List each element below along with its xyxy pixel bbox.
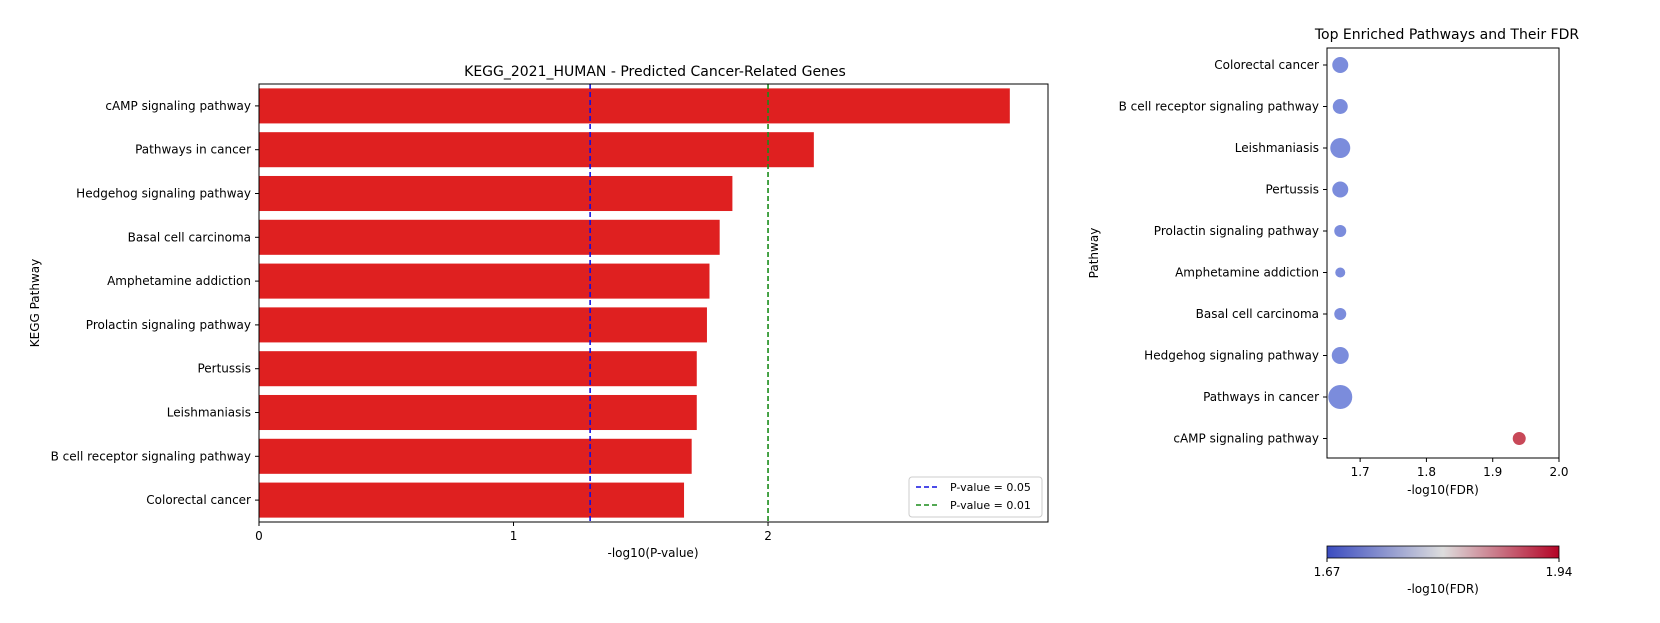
bubble-y-axis-label: Pathway [1087, 228, 1101, 279]
bar-x-axis-label: -log10(P-value) [607, 546, 698, 560]
y-tick-label: Pertussis [1265, 183, 1319, 197]
y-tick-label: Hedgehog signaling pathway [1144, 349, 1319, 363]
bar [259, 132, 814, 168]
y-tick-label: Prolactin signaling pathway [86, 318, 251, 332]
y-tick-label: Amphetamine addiction [1175, 266, 1319, 280]
y-tick-label: Pathways in cancer [135, 143, 251, 157]
bar [259, 351, 697, 387]
bubble-point [1332, 181, 1349, 198]
bubble-y-axis: Colorectal cancer B cell receptor signali… [1119, 58, 1327, 446]
y-tick-label: Colorectal cancer [1214, 58, 1319, 72]
bubble-point [1334, 308, 1347, 320]
x-tick-label: 2.0 [1549, 465, 1568, 479]
bubble-point [1331, 347, 1349, 364]
y-tick-label: Leishmaniasis [167, 406, 251, 420]
bar [259, 175, 733, 212]
y-tick-label: cAMP signaling pathway [105, 99, 251, 113]
bar [259, 438, 692, 474]
bar-marks [259, 88, 1010, 518]
bar [259, 263, 710, 299]
bar-legend: P-value = 0.05 P-value = 0.01 [908, 476, 1043, 518]
colorbar-max-label: 1.94 [1546, 565, 1573, 579]
y-tick-label: Basal cell carcinoma [128, 230, 251, 244]
bubble-point [1335, 267, 1346, 278]
bar-axes-frame [258, 83, 1049, 523]
bar-y-axis: cAMP signaling pathway Pathways in cancer… [51, 99, 259, 507]
bubble-chart-title: Top Enriched Pathways and Their FDR [1314, 27, 1580, 43]
reference-lines [589, 84, 769, 522]
colorbar-label: -log10(FDR) [1407, 582, 1479, 596]
bubble-point [1512, 432, 1526, 445]
bubble-x-axis: 1.7 1.8 1.9 2.0 [1351, 458, 1569, 479]
y-tick-label: cAMP signaling pathway [1173, 432, 1319, 446]
y-tick-label: Hedgehog signaling pathway [76, 187, 251, 201]
x-tick-label: 0 [255, 529, 263, 543]
colorbar: 1.67 1.94 -log10(FDR) [1314, 545, 1573, 596]
colorbar-gradient [1326, 545, 1560, 559]
bubble-marks [1328, 57, 1526, 445]
x-tick-label: 1.7 [1351, 465, 1370, 479]
y-tick-label: Pathways in cancer [1203, 390, 1319, 404]
bubble-chart: Top Enriched Pathways and Their FDR Colo… [1087, 27, 1579, 596]
y-tick-label: Pertussis [197, 362, 251, 376]
bar [259, 307, 707, 343]
y-tick-label: Leishmaniasis [1235, 141, 1319, 155]
bar-x-axis: 0 1 2 [255, 522, 772, 543]
legend-box [908, 476, 1043, 518]
bar-y-axis-label: KEGG Pathway [28, 259, 42, 348]
bar [259, 219, 720, 255]
y-tick-label: Amphetamine addiction [107, 274, 251, 288]
y-tick-label: B cell receptor signaling pathway [1119, 100, 1319, 114]
bar-chart-title: KEGG_2021_HUMAN - Predicted Cancer-Relat… [464, 64, 846, 80]
bar [259, 88, 1010, 124]
bar [259, 482, 685, 518]
bubble-point [1332, 57, 1349, 73]
bubble-point [1332, 99, 1348, 114]
colorbar-min-label: 1.67 [1314, 565, 1341, 579]
x-tick-label: 1.9 [1483, 465, 1502, 479]
bar-chart: KEGG_2021_HUMAN - Predicted Cancer-Relat… [28, 64, 1049, 560]
legend-label-p05: P-value = 0.05 [950, 481, 1031, 494]
bubble-point [1330, 138, 1351, 158]
bubble-axes-frame [1326, 47, 1560, 459]
y-tick-label: Prolactin signaling pathway [1154, 224, 1319, 238]
y-tick-label: Basal cell carcinoma [1196, 307, 1319, 321]
legend-label-p01: P-value = 0.01 [950, 499, 1031, 512]
bubble-point [1328, 385, 1353, 409]
y-tick-label: Colorectal cancer [146, 493, 251, 507]
x-tick-label: 1.8 [1417, 465, 1436, 479]
y-tick-label: B cell receptor signaling pathway [51, 449, 251, 463]
bubble-x-axis-label: -log10(FDR) [1407, 483, 1479, 497]
x-tick-label: 1 [510, 529, 518, 543]
x-tick-label: 2 [764, 529, 772, 543]
bubble-point [1334, 225, 1347, 237]
bar [259, 394, 697, 431]
